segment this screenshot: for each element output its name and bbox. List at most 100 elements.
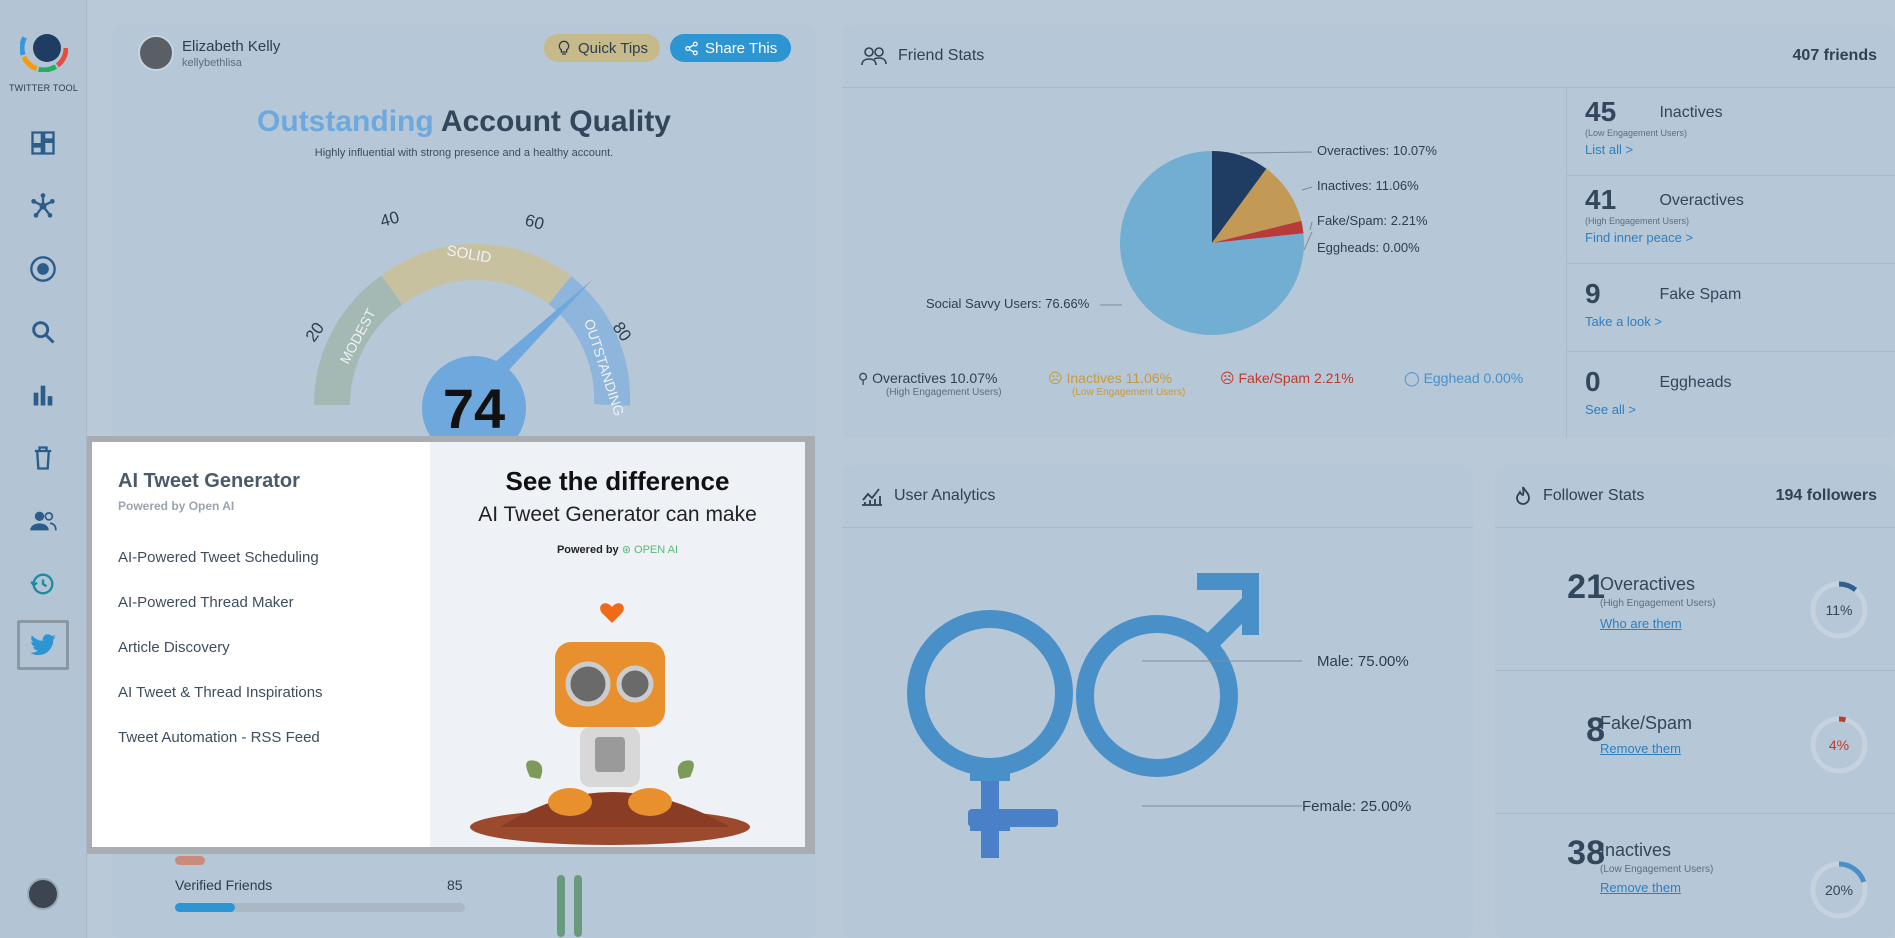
profile-name: Elizabeth Kelly [182, 37, 281, 55]
stat-num: 41 [1585, 184, 1617, 215]
friend-stats-header: Friend Stats 407 friends [842, 25, 1895, 88]
openai-label: OPEN AI [634, 544, 679, 556]
nav-network[interactable] [22, 185, 64, 227]
friend-pie-chart [1120, 151, 1304, 335]
legend-egghead: ◯ Egghead 0.00% [1404, 370, 1523, 387]
nav-sync[interactable] [22, 563, 64, 605]
feature-item[interactable]: AI-Powered Thread Maker [118, 594, 294, 611]
users-icon [30, 511, 57, 531]
pie-label-eggheads: Eggheads: 0.00% [1317, 240, 1420, 255]
follower-row-inactives: 38 Inactives (Low Engagement Users) Remo… [1495, 814, 1895, 938]
user-analytics-title: User Analytics [894, 487, 996, 504]
female-label: Female: 25.00% [1302, 798, 1411, 815]
friend-stats-card: Friend Stats 407 friends Overactives: 10… [842, 25, 1895, 438]
legend-overactives-label: Overactives 10.07% [872, 370, 998, 386]
friend-stat-list: 45 Inactives (Low Engagement Users) List… [1566, 88, 1895, 438]
app-logo-icon[interactable] [20, 24, 68, 72]
nav-dashboard[interactable] [22, 122, 64, 164]
analytics-icon [862, 488, 882, 506]
nav-trash[interactable] [22, 437, 64, 479]
pie-leader-lines [1100, 151, 1313, 306]
promo-powered: Powered by ⊛ OPEN AI [430, 543, 805, 556]
legend-egghead-label: Egghead 0.00% [1423, 370, 1524, 386]
stat-num: 45 [1585, 96, 1617, 127]
stat-link[interactable]: See all > [1585, 402, 1636, 417]
sync-clock-icon [30, 573, 54, 595]
friend-count: 407 friends [1792, 47, 1877, 64]
follower-num: 21 [1567, 568, 1605, 606]
nav-users[interactable] [22, 500, 64, 542]
stat-link[interactable]: Find inner peace > [1585, 230, 1694, 245]
nav-twitter[interactable] [17, 620, 69, 670]
follower-stats-header: Follower Stats 194 followers [1495, 465, 1895, 528]
follower-link[interactable]: Remove them [1600, 741, 1681, 756]
profile: Elizabeth Kelly kellybethlisa [138, 35, 280, 71]
follower-stats-card: Follower Stats 194 followers 21 Overacti… [1495, 465, 1895, 938]
feature-item[interactable]: AI-Powered Tweet Scheduling [118, 549, 319, 566]
user-avatar[interactable] [27, 878, 59, 910]
pie-label-social: Social Savvy Users: 76.66% [926, 296, 1090, 311]
follower-label: Fake/Spam [1600, 713, 1693, 733]
share-button[interactable]: Share This [670, 34, 792, 62]
quick-tips-button[interactable]: Quick Tips [544, 34, 661, 62]
ring-fill [1810, 861, 1868, 919]
legend-fakespam: ☹ Fake/Spam 2.21% [1220, 370, 1354, 387]
ai-tweet-generator-modal: AI Tweet Generator Powered by Open AI AI… [92, 442, 805, 847]
stat-sub: (High Engagement Users) [1585, 216, 1690, 226]
follower-ring: 4% [1810, 716, 1868, 774]
friends-icon [861, 47, 887, 66]
legend-overactives: ⚲ Overactives 10.07% (High Engagement Us… [858, 370, 1002, 398]
promo-powered-label: Powered by [556, 544, 619, 556]
pie-label-overactives: Overactives: 10.07% [1317, 143, 1437, 158]
quality-title: Outstanding Account Quality [112, 105, 816, 139]
friend-stats-title: Friend Stats [898, 47, 985, 64]
ring-percent: 11% [1826, 602, 1853, 618]
verified-friends-label: Verified Friends [175, 877, 273, 893]
tick-20: 20 [302, 319, 328, 345]
stat-sub: (Low Engagement Users) [1585, 128, 1688, 138]
promo-subheadline: AI Tweet Generator can make [478, 503, 757, 526]
feature-item[interactable]: Article Discovery [118, 639, 230, 656]
gauge-hub [422, 356, 526, 460]
follower-link[interactable]: Remove them [1600, 880, 1681, 895]
stat-link[interactable]: Take a look > [1585, 314, 1662, 329]
follower-label: Inactives [1600, 840, 1672, 860]
network-icon [31, 193, 55, 218]
stat-num: 9 [1585, 278, 1601, 309]
user-analytics-header: User Analytics [842, 465, 1473, 528]
follower-stats-title: Follower Stats [1543, 487, 1645, 504]
follower-num: 38 [1567, 834, 1605, 872]
quality-gauge: MODEST SOLID OUTSTANDING 20 40 60 80 74 [302, 208, 635, 460]
ring-fill [1810, 716, 1868, 774]
feature-item[interactable]: Tweet Automation - RSS Feed [118, 729, 320, 746]
verified-friends-value: 85 [447, 877, 463, 893]
nav-search[interactable] [22, 311, 64, 353]
app-logo-text: TWITTER TOOL [8, 83, 79, 93]
feature-item[interactable]: AI Tweet & Thread Inspirations [118, 684, 323, 701]
follower-row-fakespam: 8 Fake/Spam Remove them 4% [1495, 671, 1895, 814]
sad-face-icon: ☹ [1048, 370, 1063, 386]
stat-label: Fake Spam [1659, 286, 1742, 303]
follower-num: 8 [1586, 711, 1605, 749]
bar-chart-icon [33, 385, 53, 406]
overactives-icon: ⚲ [858, 370, 869, 386]
target-icon [30, 256, 56, 282]
twitter-icon [30, 634, 56, 656]
quality-title-rest: Account Quality [440, 105, 671, 138]
stat-link[interactable]: List all > [1585, 142, 1634, 157]
modal-powered-by: Powered by Open AI [118, 499, 235, 513]
ring-percent: 20% [1825, 882, 1853, 898]
stat-fakespam: 9 Fake Spam Take a look > [1567, 264, 1895, 352]
stat-overactives: 41 Overactives (High Engagement Users) F… [1567, 176, 1895, 264]
sidebar: TWITTER TOOL [0, 0, 87, 938]
ring-percent: 4% [1829, 737, 1849, 753]
promo-headline: See the difference [505, 466, 730, 496]
chart-bar [574, 875, 582, 937]
male-label: Male: 75.00% [1317, 653, 1409, 670]
follower-link[interactable]: Who are them [1600, 616, 1682, 631]
search-icon [32, 321, 55, 344]
stat-label: Overactives [1659, 192, 1744, 209]
nav-target[interactable] [22, 248, 64, 290]
legend-inactives-label: Inactives 11.06% [1066, 370, 1173, 386]
nav-analytics[interactable] [22, 374, 64, 416]
